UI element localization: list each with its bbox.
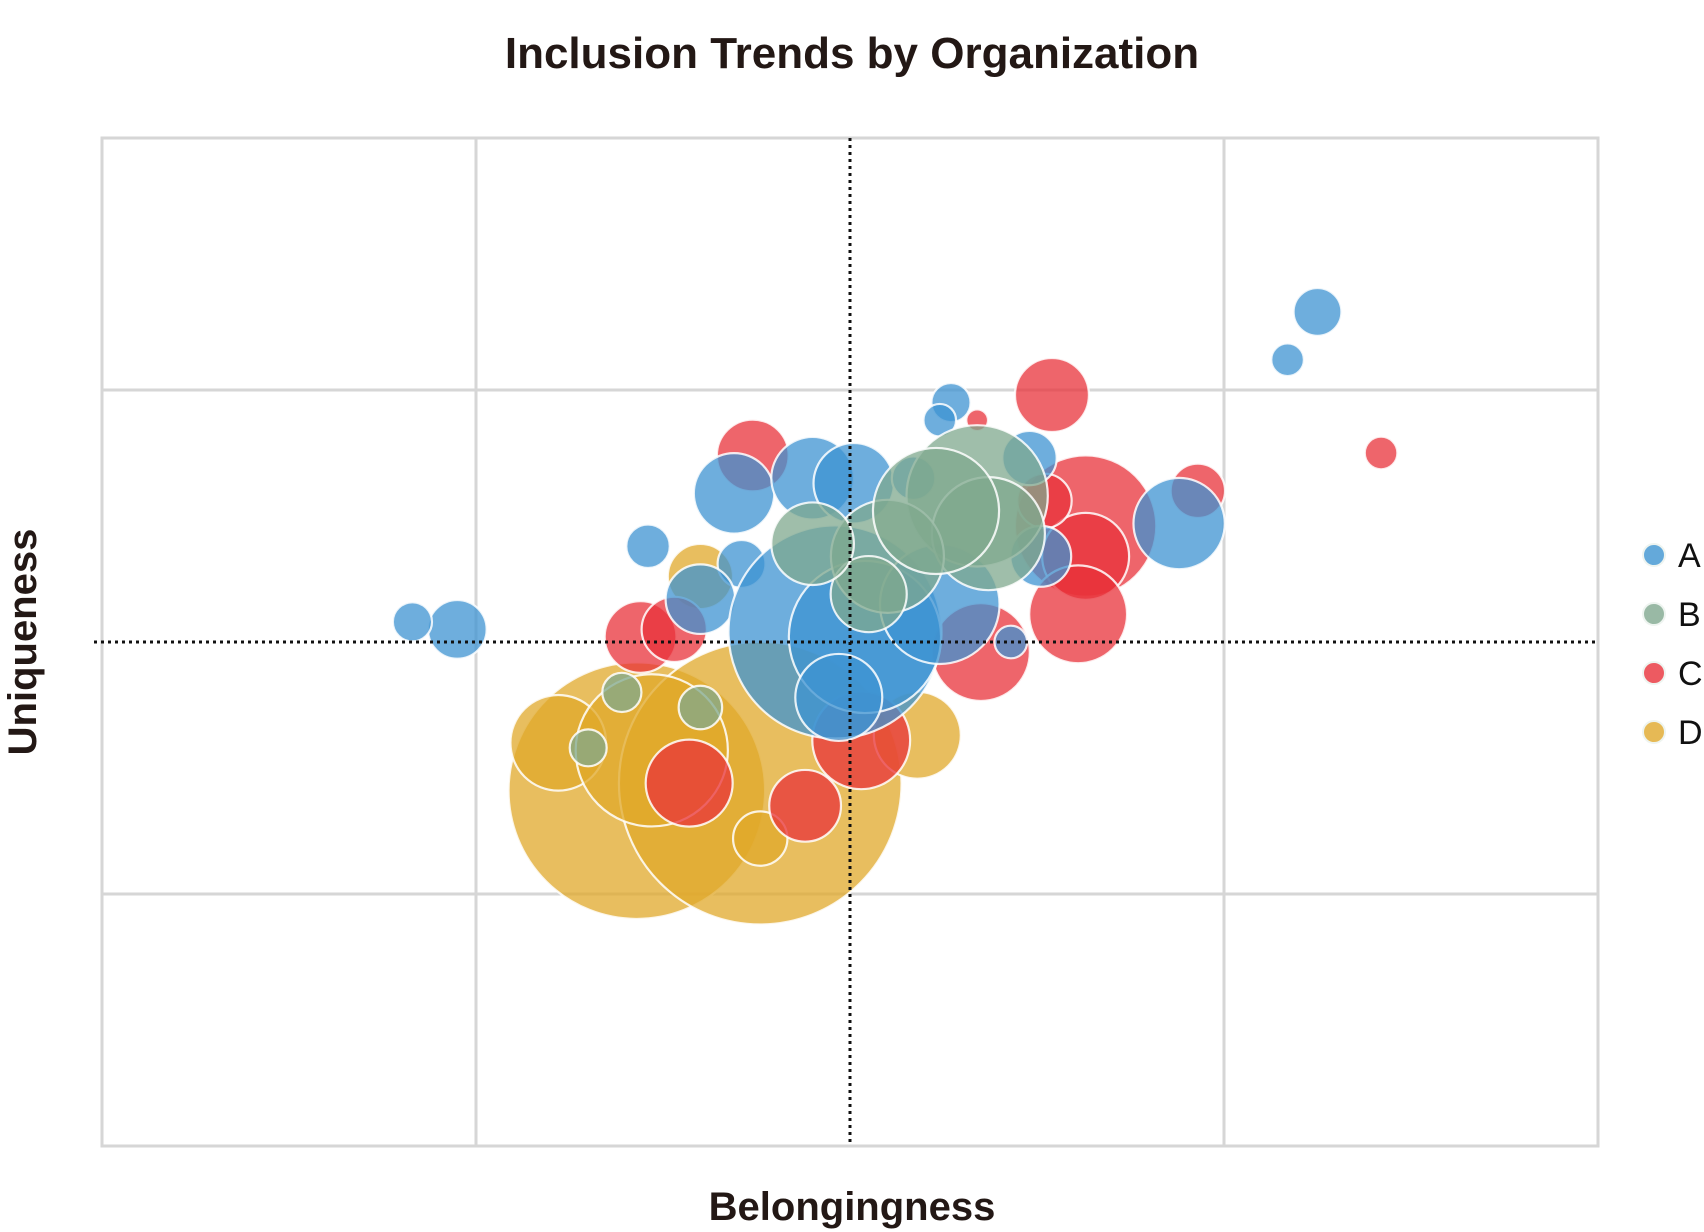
legend-marker-b xyxy=(1642,602,1666,626)
bubble-c xyxy=(768,768,843,843)
bubble-a xyxy=(426,598,488,660)
legend-label-d: D xyxy=(1678,714,1703,752)
bubble-c xyxy=(1363,435,1399,471)
bubble-b xyxy=(568,728,608,768)
legend-label-a: A xyxy=(1678,537,1701,575)
legend-marker-a xyxy=(1642,543,1666,567)
bubble-c xyxy=(1028,564,1129,665)
bubble-b xyxy=(770,501,856,587)
bubbles xyxy=(391,286,1399,926)
bubble-a xyxy=(794,652,884,743)
bubble-a xyxy=(692,452,776,535)
legend-label-c: C xyxy=(1678,655,1703,693)
bubble-b xyxy=(829,554,908,634)
bubble-a xyxy=(391,601,434,643)
bubble-a xyxy=(1132,476,1226,571)
bubble-b xyxy=(871,446,1001,576)
chart-title: Inclusion Trends by Organization xyxy=(505,29,1199,78)
bubble-a xyxy=(1292,286,1343,337)
bubble-c xyxy=(644,738,734,828)
legend-marker-d xyxy=(1642,720,1666,744)
x-axis-label: Belongingness xyxy=(709,1185,996,1229)
legend-marker-c xyxy=(1642,661,1666,685)
bubble-a xyxy=(625,523,671,570)
legend-label-b: B xyxy=(1678,596,1701,634)
reference-lines xyxy=(94,138,1598,1146)
bubble-c xyxy=(1013,356,1091,434)
bubble-a xyxy=(664,563,737,636)
bubble-b xyxy=(677,684,724,731)
bubble-b xyxy=(601,671,643,714)
y-axis-label: Uniqueness xyxy=(1,529,45,756)
bubble-a xyxy=(1270,342,1305,378)
